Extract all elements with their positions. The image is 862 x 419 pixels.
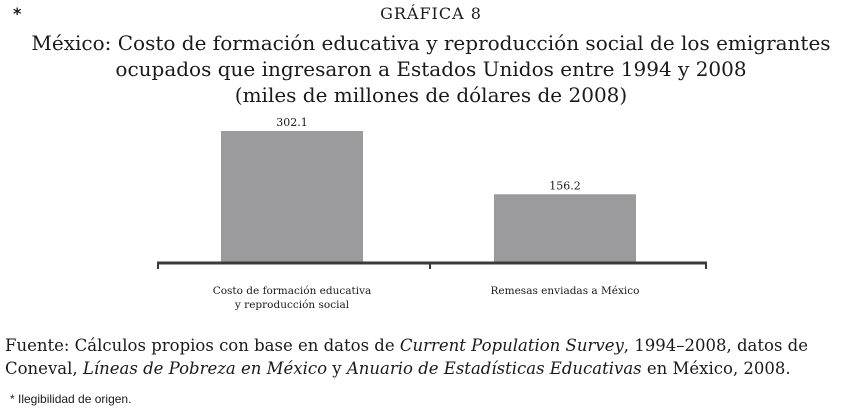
category-label: y reproducción social [234, 299, 350, 311]
chart-title: México: Costo de formación educativa y r… [0, 30, 862, 108]
data-label: 156.2 [549, 179, 581, 192]
bar [494, 194, 636, 262]
title-line-2: ocupados que ingresaron a Estados Unidos… [115, 57, 747, 81]
title-line-3: (miles de millones de dólares de 2008) [234, 83, 628, 107]
source-note: Fuente: Cálculos propios con base en dat… [5, 334, 860, 380]
source-text: en México, 2008. [641, 359, 791, 378]
asterisk-mark: * [13, 4, 22, 23]
source-italic-text: Current Population Survey [399, 336, 624, 355]
category-label: Remesas enviadas a México [491, 285, 640, 297]
title-line-1: México: Costo de formación educativa y r… [31, 31, 831, 55]
bar [221, 131, 363, 262]
data-label: 302.1 [276, 116, 308, 129]
source-text: y [327, 359, 347, 378]
category-label: Costo de formación educativa [213, 285, 372, 297]
source-line-2: Coneval, Líneas de Pobreza en México y A… [5, 357, 860, 380]
source-italic-text: Anuario de Estadísticas Educativas [346, 359, 642, 378]
source-text: , 1994–2008, datos de [623, 336, 808, 355]
source-line-1: Fuente: Cálculos propios con base en dat… [5, 334, 860, 357]
footnote: * Ilegibilidad de origen. [10, 392, 132, 406]
chart-number: GRÁFICA 8 [380, 4, 482, 23]
source-text: Coneval, [5, 359, 83, 378]
source-text: Fuente: Cálculos propios con base en dat… [5, 336, 400, 355]
source-italic-text: Líneas de Pobreza en México [82, 359, 328, 378]
